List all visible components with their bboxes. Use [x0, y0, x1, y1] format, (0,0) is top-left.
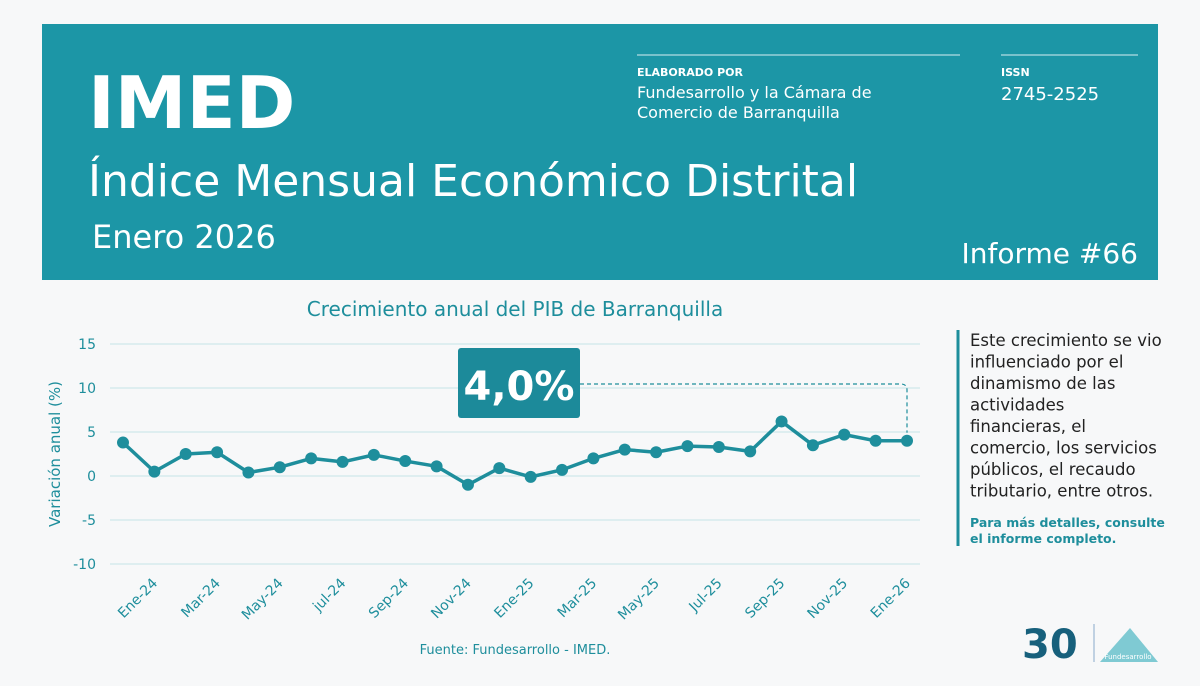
header-subtitle: Índice Mensual Económico Distrital [88, 154, 858, 207]
data-point [211, 446, 224, 459]
y-tick-label: 15 [78, 337, 96, 353]
header-title: IMED [88, 61, 295, 145]
logo-mark [1100, 628, 1158, 662]
data-point [901, 434, 913, 447]
data-point [650, 446, 663, 459]
data-point [493, 462, 506, 475]
data-point [775, 415, 788, 428]
annotation-box [458, 348, 580, 418]
data-point [399, 455, 412, 468]
chart-title: Crecimiento anual del PIB de Barranquill… [307, 297, 723, 321]
elaborated-line: Fundesarrollo y la Cámara de [637, 83, 872, 102]
data-point [712, 440, 725, 453]
data-point [556, 463, 569, 476]
elaborated-label: ELABORADO POR [637, 66, 743, 79]
data-point [461, 478, 474, 491]
sidebar-note: el informe completo. [970, 531, 1116, 546]
data-point [524, 470, 537, 483]
sidebar-text: Este crecimiento se vio [970, 331, 1162, 350]
header-band [42, 24, 1158, 280]
data-point [618, 443, 631, 456]
report-number: Informe #66 [961, 237, 1138, 270]
sidebar-text: comercio, los servicios [970, 439, 1157, 458]
data-point [273, 461, 286, 474]
elaborated-line: Comercio de Barranquilla [637, 103, 840, 122]
data-point [305, 452, 318, 465]
data-point [336, 455, 349, 468]
sidebar-text: tributario, entre otros. [970, 482, 1153, 501]
y-tick-label: 5 [87, 425, 96, 441]
source: Fuente: Fundesarrollo - IMED. [420, 643, 611, 658]
data-point [587, 452, 600, 465]
issn: 2745-2525 [1001, 84, 1099, 105]
data-point [869, 434, 882, 447]
sidebar-text: actividades [970, 396, 1064, 415]
header-period: Enero 2026 [92, 218, 276, 256]
sidebar-text: financieras, el [970, 417, 1086, 436]
data-point [838, 428, 851, 441]
sidebar-note: Para más detalles, consulte [970, 515, 1165, 530]
data-point [806, 439, 819, 452]
data-point [367, 448, 380, 461]
data-point [179, 448, 192, 460]
annotation: 4,0% [464, 364, 575, 410]
data-point [117, 436, 129, 449]
sidebar: Este crecimiento se vio influenciado por … [970, 331, 1165, 546]
y-axis-label: Variación anual (%) [46, 381, 64, 527]
data-point [744, 445, 757, 458]
sidebar-text: influenciado por el [970, 353, 1123, 372]
issn-label: ISSN [1001, 66, 1030, 79]
y-tick-label: -5 [82, 513, 96, 529]
sidebar-text: públicos, el recaudo [970, 460, 1136, 479]
data-point [681, 440, 694, 453]
logo-number: 30 [1022, 622, 1078, 668]
sidebar-text: dinamismo de las [970, 374, 1115, 393]
logo-name: Fundesarrollo [1104, 653, 1151, 661]
y-tick-label: 10 [78, 381, 96, 397]
y-tick-label: 0 [87, 469, 96, 485]
data-point [242, 466, 255, 479]
y-tick-label: -10 [73, 557, 96, 573]
annotation-connector [580, 383, 908, 433]
data-point [148, 465, 161, 478]
data-point [430, 460, 443, 473]
